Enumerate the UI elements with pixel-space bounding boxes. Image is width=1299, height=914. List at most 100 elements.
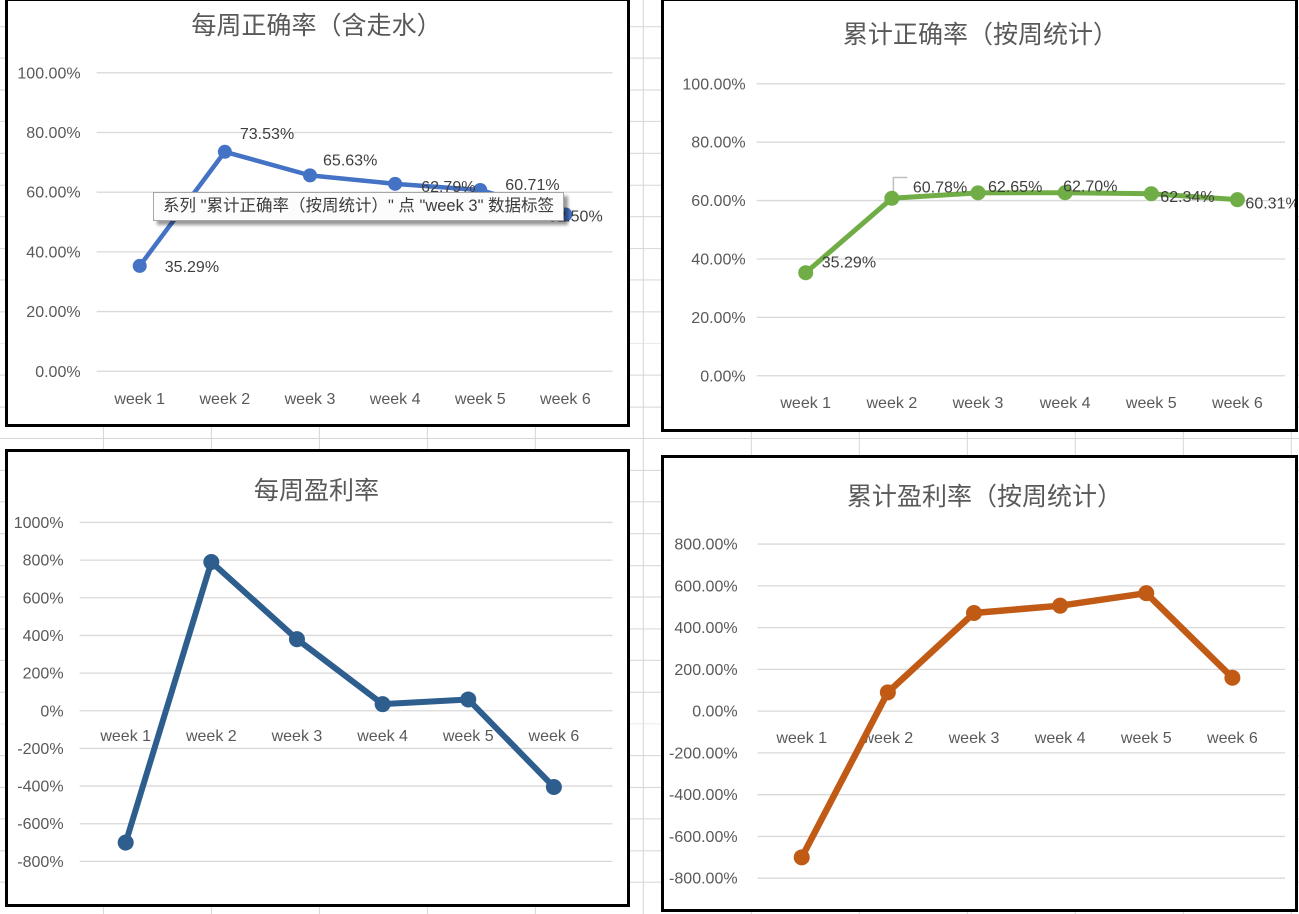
data-label[interactable]: 73.53% xyxy=(240,125,294,143)
y-tick-label: 20.00% xyxy=(691,309,745,327)
category-label: week 4 xyxy=(1034,729,1086,747)
cumulative-accuracy-plot: 100.00% 80.00% 60.00% 40.00% 20.00% 0.00% week… xyxy=(682,21,1295,412)
series-line[interactable] xyxy=(803,190,1240,276)
data-label[interactable]: 60.78% xyxy=(913,178,967,196)
y-tick-label: -200% xyxy=(17,740,63,758)
y-tick-label: -800.00% xyxy=(669,870,738,888)
y-tick-label: 600.00% xyxy=(674,577,737,595)
category-label: week 4 xyxy=(356,727,408,745)
category-label: week 3 xyxy=(952,394,1004,412)
category-label: week 3 xyxy=(271,727,323,745)
data-point-marker[interactable] xyxy=(132,258,147,273)
y-tick-label: 20.00% xyxy=(26,303,80,321)
y-tick-label: 200.00% xyxy=(674,661,737,679)
y-tick-label: 80.00% xyxy=(26,124,80,142)
y-tick-label: 1000% xyxy=(14,514,64,532)
series-line[interactable] xyxy=(798,589,1236,861)
data-point-marker[interactable] xyxy=(1224,669,1241,686)
chart-cumulative-profit[interactable]: 800.00% 600.00% 400.00% 200.00% 0.00% -200.00… xyxy=(661,455,1298,912)
data-point-marker[interactable] xyxy=(203,553,220,571)
y-tick-label: 0% xyxy=(40,702,63,720)
category-label: week 5 xyxy=(1120,729,1172,747)
data-point-marker[interactable] xyxy=(965,604,983,622)
y-tick-label: -600.00% xyxy=(669,828,738,846)
category-label: week 3 xyxy=(948,729,1000,747)
y-tick-label: 100.00% xyxy=(17,64,80,82)
data-point-marker[interactable] xyxy=(1057,185,1073,201)
category-label: week 4 xyxy=(1039,394,1091,412)
data-point-marker[interactable] xyxy=(388,176,403,191)
data-point-marker[interactable] xyxy=(217,144,232,159)
y-tick-label: 200% xyxy=(23,665,64,683)
category-label: week 5 xyxy=(454,390,506,408)
data-point-marker[interactable] xyxy=(374,696,391,713)
category-label: week 2 xyxy=(198,390,250,408)
data-point-marker[interactable] xyxy=(545,779,562,796)
category-label: week 2 xyxy=(865,394,917,412)
category-label: week 5 xyxy=(442,727,494,745)
category-label: week 3 xyxy=(284,390,336,408)
y-tick-label: -200.00% xyxy=(669,744,738,762)
data-point-marker[interactable] xyxy=(1229,192,1245,208)
series-line[interactable] xyxy=(122,558,557,846)
y-tick-label: 800.00% xyxy=(674,536,737,554)
weekly-profit-plot: 1000% 800% 600% 400% 200% 0% -200% -400% -600% -8… xyxy=(14,477,613,871)
data-point-marker[interactable] xyxy=(884,190,900,206)
data-label[interactable]: 65.63% xyxy=(323,151,377,169)
chart-title: 累计盈利率（按周统计） xyxy=(847,483,1122,511)
y-tick-label: 80.00% xyxy=(691,134,745,152)
data-label[interactable]: 62.70% xyxy=(1063,178,1117,196)
data-point-marker[interactable] xyxy=(460,691,477,708)
chart-weekly-profit[interactable]: 1000% 800% 600% 400% 200% 0% -200% -400% -600% -8… xyxy=(5,449,630,907)
y-tick-label: -600% xyxy=(17,815,63,833)
data-point-marker[interactable] xyxy=(970,185,986,201)
y-tick-label: 400.00% xyxy=(674,619,737,637)
chart-title: 累计正确率（按周统计） xyxy=(843,21,1118,49)
y-tick-label: 0.00% xyxy=(35,363,80,381)
category-label: week 6 xyxy=(539,390,591,408)
chart-cumulative-accuracy[interactable]: 100.00% 80.00% 60.00% 40.00% 20.00% 0.00% week… xyxy=(661,0,1298,432)
y-tick-label: 100.00% xyxy=(682,75,745,93)
y-tick-label: -800% xyxy=(17,853,63,871)
data-point-marker[interactable] xyxy=(798,265,814,281)
category-label: week 2 xyxy=(185,727,237,745)
data-label[interactable]: 62.65% xyxy=(988,178,1042,196)
cumulative-profit-plot: 800.00% 600.00% 400.00% 200.00% 0.00% -200.00… xyxy=(669,483,1285,888)
category-label: week 6 xyxy=(528,727,580,745)
category-label: week 6 xyxy=(1206,729,1258,747)
data-label[interactable]: 62.79% xyxy=(421,178,475,196)
category-label: week 1 xyxy=(775,729,827,747)
y-tick-label: 0.00% xyxy=(692,703,737,721)
data-label[interactable]: 35.29% xyxy=(822,254,876,272)
category-label: week 1 xyxy=(113,390,165,408)
y-tick-label: 60.00% xyxy=(691,192,745,210)
data-label[interactable]: 60.31% xyxy=(1245,195,1295,213)
chart-title: 每周正确率（含走水） xyxy=(191,12,441,40)
y-tick-label: 600% xyxy=(23,589,64,607)
category-label: week 5 xyxy=(1125,394,1177,412)
data-point-marker[interactable] xyxy=(1143,186,1159,202)
data-label[interactable]: 60.71% xyxy=(505,176,559,194)
data-point-marker[interactable] xyxy=(117,834,134,851)
category-label: week 4 xyxy=(369,390,421,408)
data-point-marker[interactable] xyxy=(1052,597,1069,614)
category-label: week 2 xyxy=(861,729,913,747)
chart-tooltip: 系列 "累计正确率（按周统计）" 点 "week 3" 数据标签 xyxy=(153,192,565,221)
data-label[interactable]: 62.34% xyxy=(1160,188,1214,206)
y-tick-label: 0.00% xyxy=(700,367,745,385)
y-tick-label: 40.00% xyxy=(26,243,80,261)
data-point-marker[interactable] xyxy=(288,631,305,648)
category-label: week 1 xyxy=(99,727,151,745)
category-label: week 6 xyxy=(1211,394,1263,412)
chart-title: 每周盈利率 xyxy=(254,477,379,505)
data-point-marker[interactable] xyxy=(302,168,317,183)
data-point-marker[interactable] xyxy=(879,684,896,701)
data-point-marker[interactable] xyxy=(1138,585,1155,602)
data-point-marker[interactable] xyxy=(793,849,810,866)
y-tick-label: -400% xyxy=(17,778,63,796)
label-leader-line xyxy=(892,176,908,195)
y-tick-label: 800% xyxy=(23,552,64,570)
y-tick-label: -400.00% xyxy=(669,786,738,804)
data-label[interactable]: 35.29% xyxy=(165,258,219,276)
y-tick-label: 60.00% xyxy=(26,184,80,202)
